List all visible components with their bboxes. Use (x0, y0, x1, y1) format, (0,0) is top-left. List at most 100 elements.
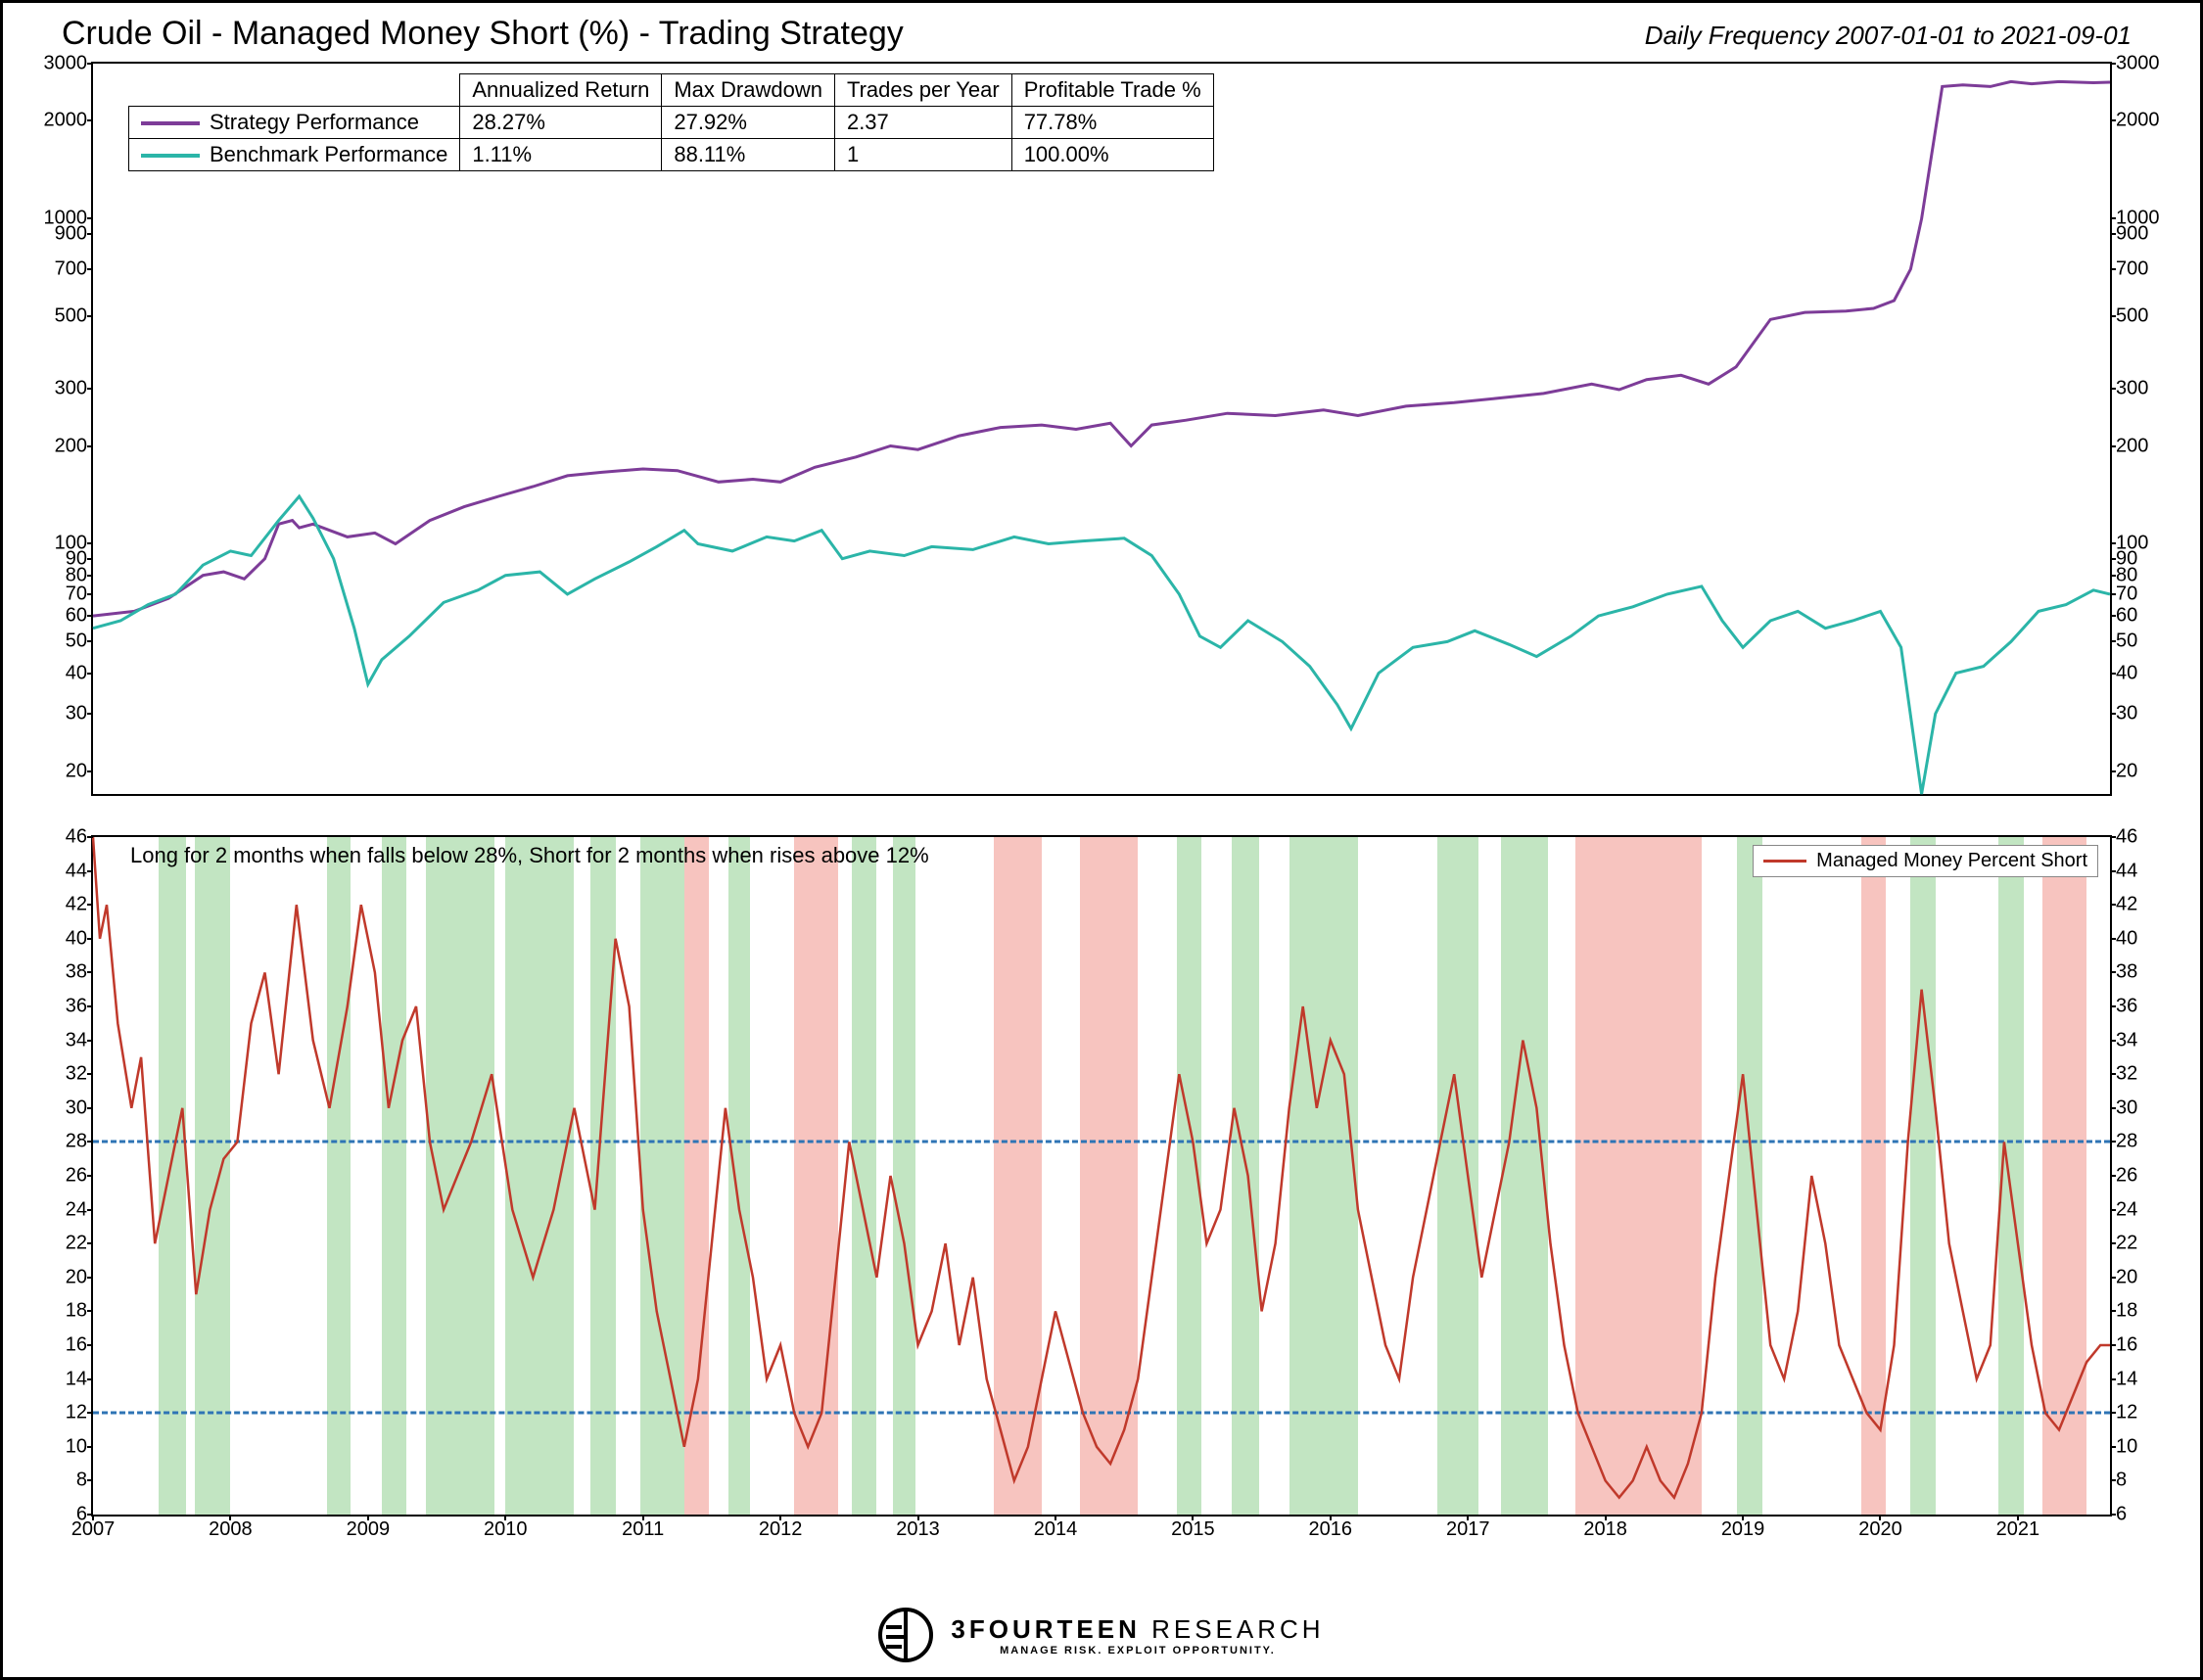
brand-logo-icon (878, 1608, 933, 1662)
axis-tick-mark (87, 1040, 93, 1042)
axis-tick-mark (2110, 575, 2116, 577)
axis-tick-mark (1467, 1515, 1469, 1520)
axis-tick-mark (2110, 1175, 2116, 1177)
axis-tick-mark (2110, 558, 2116, 560)
axis-tick-label: 2009 (347, 1518, 391, 1541)
axis-tick-mark (2110, 1141, 2116, 1143)
axis-tick-label: 60 (2116, 605, 2137, 628)
axis-tick-mark (87, 593, 93, 595)
axis-tick-mark (2110, 388, 2116, 390)
bottom-plot-svg (93, 837, 2110, 1515)
axis-tick-mark (87, 558, 93, 560)
axis-tick-mark (87, 904, 93, 906)
axis-tick-label: 8 (76, 1470, 87, 1492)
chart-title: Crude Oil - Managed Money Short (%) - Tr… (62, 15, 904, 53)
axis-tick-mark (2110, 1107, 2116, 1109)
axis-tick-label: 42 (66, 894, 87, 916)
axis-tick-label: 22 (2116, 1233, 2137, 1255)
axis-tick-mark (87, 1073, 93, 1075)
axis-tick-label: 30 (66, 1097, 87, 1119)
axis-tick-mark (2110, 615, 2116, 617)
axis-tick-label: 20 (2116, 1266, 2137, 1288)
axis-tick-mark (2110, 119, 2116, 121)
axis-tick-mark (87, 268, 93, 270)
axis-tick-mark (87, 1209, 93, 1211)
axis-tick-label: 2020 (1858, 1518, 1902, 1541)
axis-tick-label: 2014 (1034, 1518, 1078, 1541)
axis-tick-mark (87, 1277, 93, 1279)
axis-tick-mark (87, 713, 93, 715)
perf-row-0-label: Strategy Performance (210, 110, 419, 134)
axis-tick-mark (1192, 1515, 1194, 1520)
axis-tick-mark (1605, 1515, 1607, 1520)
perf-col-3: Profitable Trade % (1011, 74, 1213, 107)
bottom-legend-label: Managed Money Percent Short (1816, 850, 2087, 872)
axis-tick-mark (87, 1412, 93, 1414)
brand-tagline: MANAGE RISK. EXPLOIT OPPORTUNITY. (951, 1645, 1324, 1657)
axis-tick-label: 20 (66, 1266, 87, 1288)
axis-tick-mark (2110, 971, 2116, 973)
axis-tick-mark (2110, 713, 2116, 715)
axis-tick-label: 3000 (44, 53, 88, 75)
top-plot: Annualized Return Max Drawdown Trades pe… (91, 62, 2112, 796)
perf-r1c1: 88.11% (662, 139, 835, 171)
axis-tick-label: 2021 (1996, 1518, 2040, 1541)
axis-tick-mark (87, 445, 93, 447)
axis-tick-label: 24 (2116, 1198, 2137, 1221)
axis-tick-mark (87, 1242, 93, 1244)
axis-tick-label: 34 (66, 1029, 87, 1051)
axis-tick-mark (2110, 217, 2116, 219)
axis-tick-mark (642, 1515, 644, 1520)
axis-tick-label: 8 (2116, 1470, 2127, 1492)
axis-tick-mark (2110, 1005, 2116, 1007)
brand-name-2: RESEARCH (1141, 1614, 1325, 1644)
axis-tick-label: 16 (66, 1334, 87, 1357)
axis-tick-mark (87, 1005, 93, 1007)
perf-r1c2: 1 (834, 139, 1011, 171)
perf-r0c0: 28.27% (460, 107, 662, 139)
axis-tick-mark (87, 119, 93, 121)
rule-note: Long for 2 months when falls below 28%, … (130, 843, 929, 868)
axis-tick-label: 26 (66, 1165, 87, 1188)
perf-r1c3: 100.00% (1011, 139, 1213, 171)
axis-tick-mark (2110, 640, 2116, 642)
axis-tick-label: 46 (2116, 826, 2137, 849)
axis-tick-label: 40 (2116, 662, 2137, 684)
axis-tick-label: 30 (2116, 703, 2137, 725)
axis-tick-label: 40 (66, 927, 87, 950)
axis-tick-label: 6 (2116, 1504, 2127, 1526)
perf-r0c2: 2.37 (834, 107, 1011, 139)
perf-col-1: Max Drawdown (662, 74, 835, 107)
axis-tick-label: 32 (2116, 1063, 2137, 1086)
axis-tick-mark (779, 1515, 781, 1520)
axis-tick-label: 24 (66, 1198, 87, 1221)
axis-tick-label: 2011 (622, 1518, 664, 1541)
axis-tick-mark (87, 63, 93, 65)
axis-tick-mark (367, 1515, 369, 1520)
axis-tick-label: 2012 (759, 1518, 803, 1541)
chart-subtitle: Daily Frequency 2007-01-01 to 2021-09-01 (1645, 21, 2132, 51)
axis-tick-mark (2110, 63, 2116, 65)
perf-table-header-row: Annualized Return Max Drawdown Trades pe… (129, 74, 1214, 107)
axis-tick-label: 28 (2116, 1131, 2137, 1153)
axis-tick-mark (87, 1141, 93, 1143)
axis-tick-mark (2110, 1514, 2116, 1516)
axis-tick-mark (2110, 315, 2116, 317)
axis-tick-label: 200 (55, 435, 87, 457)
axis-tick-mark (2110, 1310, 2116, 1312)
axis-tick-mark (2110, 1378, 2116, 1380)
axis-tick-mark (87, 1378, 93, 1380)
perf-table-row-strategy: Strategy Performance 28.27% 27.92% 2.37 … (129, 107, 1214, 139)
axis-tick-label: 18 (2116, 1300, 2137, 1323)
axis-tick-mark (2110, 870, 2116, 872)
axis-tick-label: 18 (66, 1300, 87, 1323)
axis-tick-mark (2110, 904, 2116, 906)
axis-tick-mark (87, 1175, 93, 1177)
axis-tick-mark (2110, 836, 2116, 838)
axis-tick-label: 44 (66, 860, 87, 882)
title-row: Crude Oil - Managed Money Short (%) - Tr… (62, 15, 2132, 58)
axis-tick-mark (87, 233, 93, 235)
axis-tick-mark (2110, 233, 2116, 235)
axis-tick-mark (1330, 1515, 1332, 1520)
perf-r1c0: 1.11% (460, 139, 662, 171)
